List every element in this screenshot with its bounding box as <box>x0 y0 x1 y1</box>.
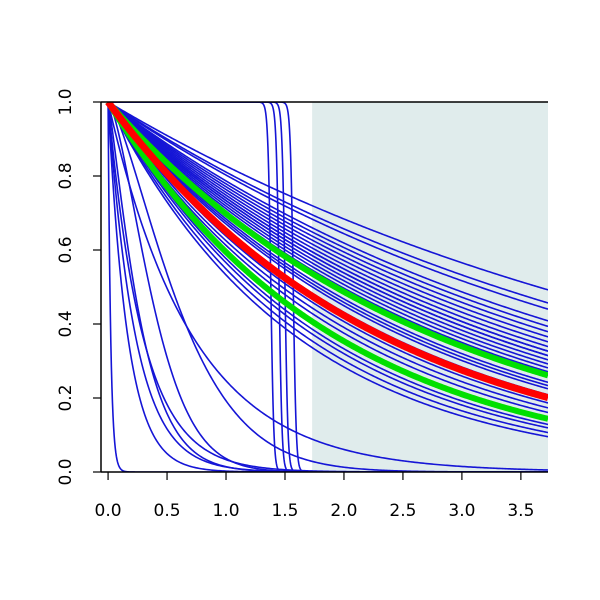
y-tick-label: 0.2 <box>56 384 76 411</box>
sample-curve <box>107 102 548 343</box>
y-tick-label: 0.8 <box>56 162 76 189</box>
sample-curve <box>107 102 548 328</box>
y-tick-label: 0.4 <box>56 310 76 337</box>
sample-curve <box>107 102 548 338</box>
mean-curve <box>105 102 548 401</box>
x-tick-label: 3.0 <box>448 501 475 521</box>
sample-curve <box>107 102 548 322</box>
x-tick-label: 0.0 <box>95 501 122 521</box>
sample-curve <box>107 102 548 333</box>
x-tick-label: 1.5 <box>271 501 298 521</box>
band-curve <box>105 102 548 379</box>
sample-curve <box>107 102 548 409</box>
x-tick-label: 3.5 <box>507 501 534 521</box>
sample-curve <box>107 102 548 304</box>
sample-curve <box>107 102 548 291</box>
band-curve <box>105 102 548 422</box>
x-tick-label: 2.0 <box>330 501 357 521</box>
sample-curve <box>107 102 548 348</box>
sample-curve <box>107 102 548 357</box>
y-tick-label: 0.6 <box>56 236 76 263</box>
sample-curve <box>107 102 548 365</box>
axes: 0.0 0.5 1.0 1.5 2.0 2.5 3.0 3.5 0.0 0.2 0.4 0.6 0.8 1… <box>56 88 548 521</box>
sample-curve <box>107 102 548 390</box>
x-tick-label: 0.5 <box>154 501 181 521</box>
sample-curve <box>107 102 548 434</box>
sample-curve <box>107 102 548 429</box>
sample-curve <box>107 102 548 361</box>
sample-curve <box>107 102 548 426</box>
sample-curve <box>107 102 548 310</box>
sample-curve <box>107 102 548 414</box>
y-tick-label: 0.0 <box>56 458 76 485</box>
sample-curve <box>107 102 548 438</box>
sample-curve <box>107 102 548 471</box>
x-tick-label: 1.0 <box>212 501 239 521</box>
sample-curve <box>107 102 548 352</box>
x-tick-label: 2.5 <box>389 501 416 521</box>
y-tick-label: 1.0 <box>56 88 76 115</box>
sample-curve <box>107 102 548 387</box>
